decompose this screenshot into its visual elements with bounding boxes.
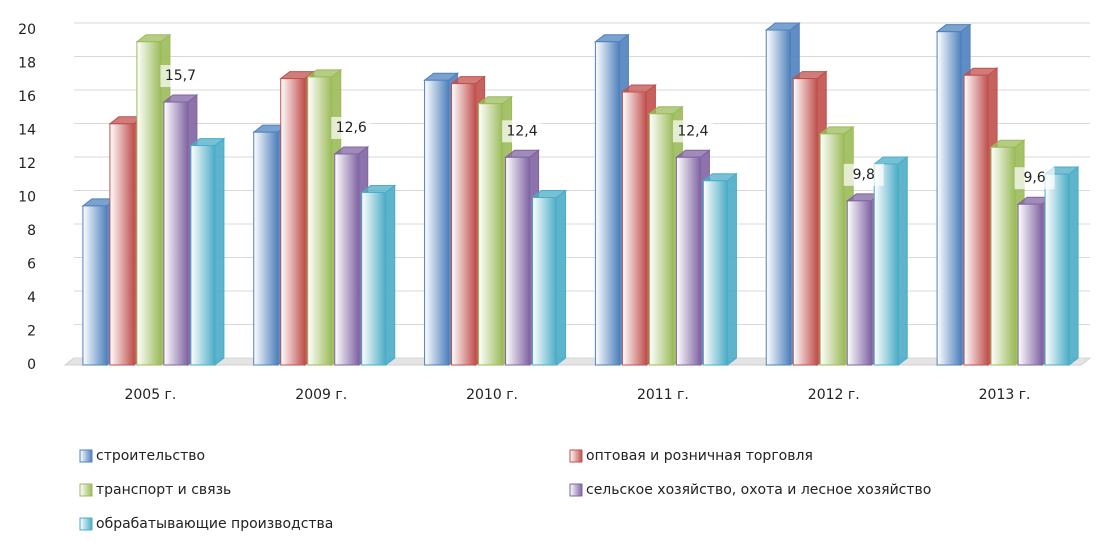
y-tick-label: 12 [18, 156, 36, 172]
bar-front [280, 78, 306, 366]
x-tick-label: 2012 г. [808, 387, 860, 403]
bar-front [253, 131, 279, 366]
bar [360, 184, 397, 367]
bar-front [478, 103, 504, 366]
bar-front [648, 113, 674, 366]
bar-front [451, 83, 477, 366]
data-label: 9,8 [853, 167, 875, 183]
bar [531, 189, 568, 367]
legend-swatch [569, 449, 583, 463]
bar-front [532, 197, 558, 366]
bar-front [702, 180, 728, 366]
legend-swatch [79, 517, 93, 531]
bar [989, 139, 1026, 367]
bar-side [385, 184, 396, 367]
bar [189, 137, 226, 367]
legend-label: строительство [96, 448, 205, 464]
data-label: 12,4 [506, 123, 537, 139]
bar-front [846, 200, 872, 366]
bar-front [82, 205, 108, 366]
bar-front [163, 101, 189, 366]
bar-front [675, 156, 701, 366]
data-label-bg [160, 65, 201, 88]
y-tick-label: 10 [18, 190, 36, 206]
bar [135, 33, 172, 367]
bar-front [109, 123, 135, 366]
legend-swatch [569, 483, 583, 497]
bar-front [424, 79, 450, 366]
legend-label: транспорт и связь [96, 482, 231, 498]
legend-label: оптовая и розничная торговля [586, 448, 813, 464]
y-tick-label: 6 [27, 257, 36, 273]
bar-front [307, 76, 333, 366]
data-label-bg [843, 163, 884, 186]
bar-front [873, 163, 899, 366]
x-tick-label: 2013 г. [979, 387, 1031, 403]
bar-front [819, 133, 845, 366]
bar-front [990, 146, 1016, 366]
bar-front [1044, 173, 1070, 366]
x-tick-label: 2011 г. [637, 387, 689, 403]
data-label-bg [502, 120, 543, 143]
bar-front [505, 156, 531, 366]
bar-front [190, 145, 216, 366]
legend-label: обрабатывающие производства [96, 516, 333, 532]
bar-front [936, 31, 962, 366]
data-label-bg [331, 116, 372, 139]
bar [872, 155, 909, 367]
y-tick-label: 8 [27, 223, 36, 239]
y-tick-label: 4 [27, 290, 36, 306]
data-label-bg [1014, 167, 1055, 190]
legend-swatch [79, 449, 93, 463]
bar-front [621, 91, 647, 366]
y-tick-label: 14 [18, 123, 36, 139]
y-tick-label: 16 [18, 89, 36, 105]
bar [1043, 166, 1080, 367]
data-label: 15,7 [165, 68, 196, 84]
bar-side [897, 155, 908, 367]
bar-front [963, 74, 989, 366]
y-tick-label: 0 [27, 357, 36, 373]
bar-front [765, 29, 791, 366]
bar [701, 172, 738, 367]
x-tick-label: 2005 г. [124, 387, 176, 403]
bar-side [556, 189, 567, 367]
bar [818, 125, 855, 367]
bar-front [594, 41, 620, 366]
bar [845, 192, 882, 367]
y-tick-label: 18 [18, 56, 36, 72]
x-tick-label: 2009 г. [295, 387, 347, 403]
x-tick-label: 2010 г. [466, 387, 518, 403]
bar [962, 67, 999, 367]
legend-swatch [79, 483, 93, 497]
bar-front [136, 41, 162, 366]
y-tick-label: 2 [27, 324, 36, 340]
bar-front [1017, 203, 1043, 366]
bar-side [1068, 166, 1079, 367]
data-label: 9,6 [1023, 170, 1045, 186]
bar-side [726, 172, 737, 367]
bar-front [792, 78, 818, 366]
legend-label: сельское хозяйство, охота и лесное хозяй… [586, 482, 931, 498]
data-label: 12,4 [677, 123, 708, 139]
bar-front [334, 153, 360, 366]
data-label: 12,6 [336, 120, 367, 136]
bar-side [214, 137, 225, 367]
y-tick-label: 20 [18, 22, 36, 38]
bar-front [361, 191, 387, 366]
data-label-bg [672, 120, 713, 143]
